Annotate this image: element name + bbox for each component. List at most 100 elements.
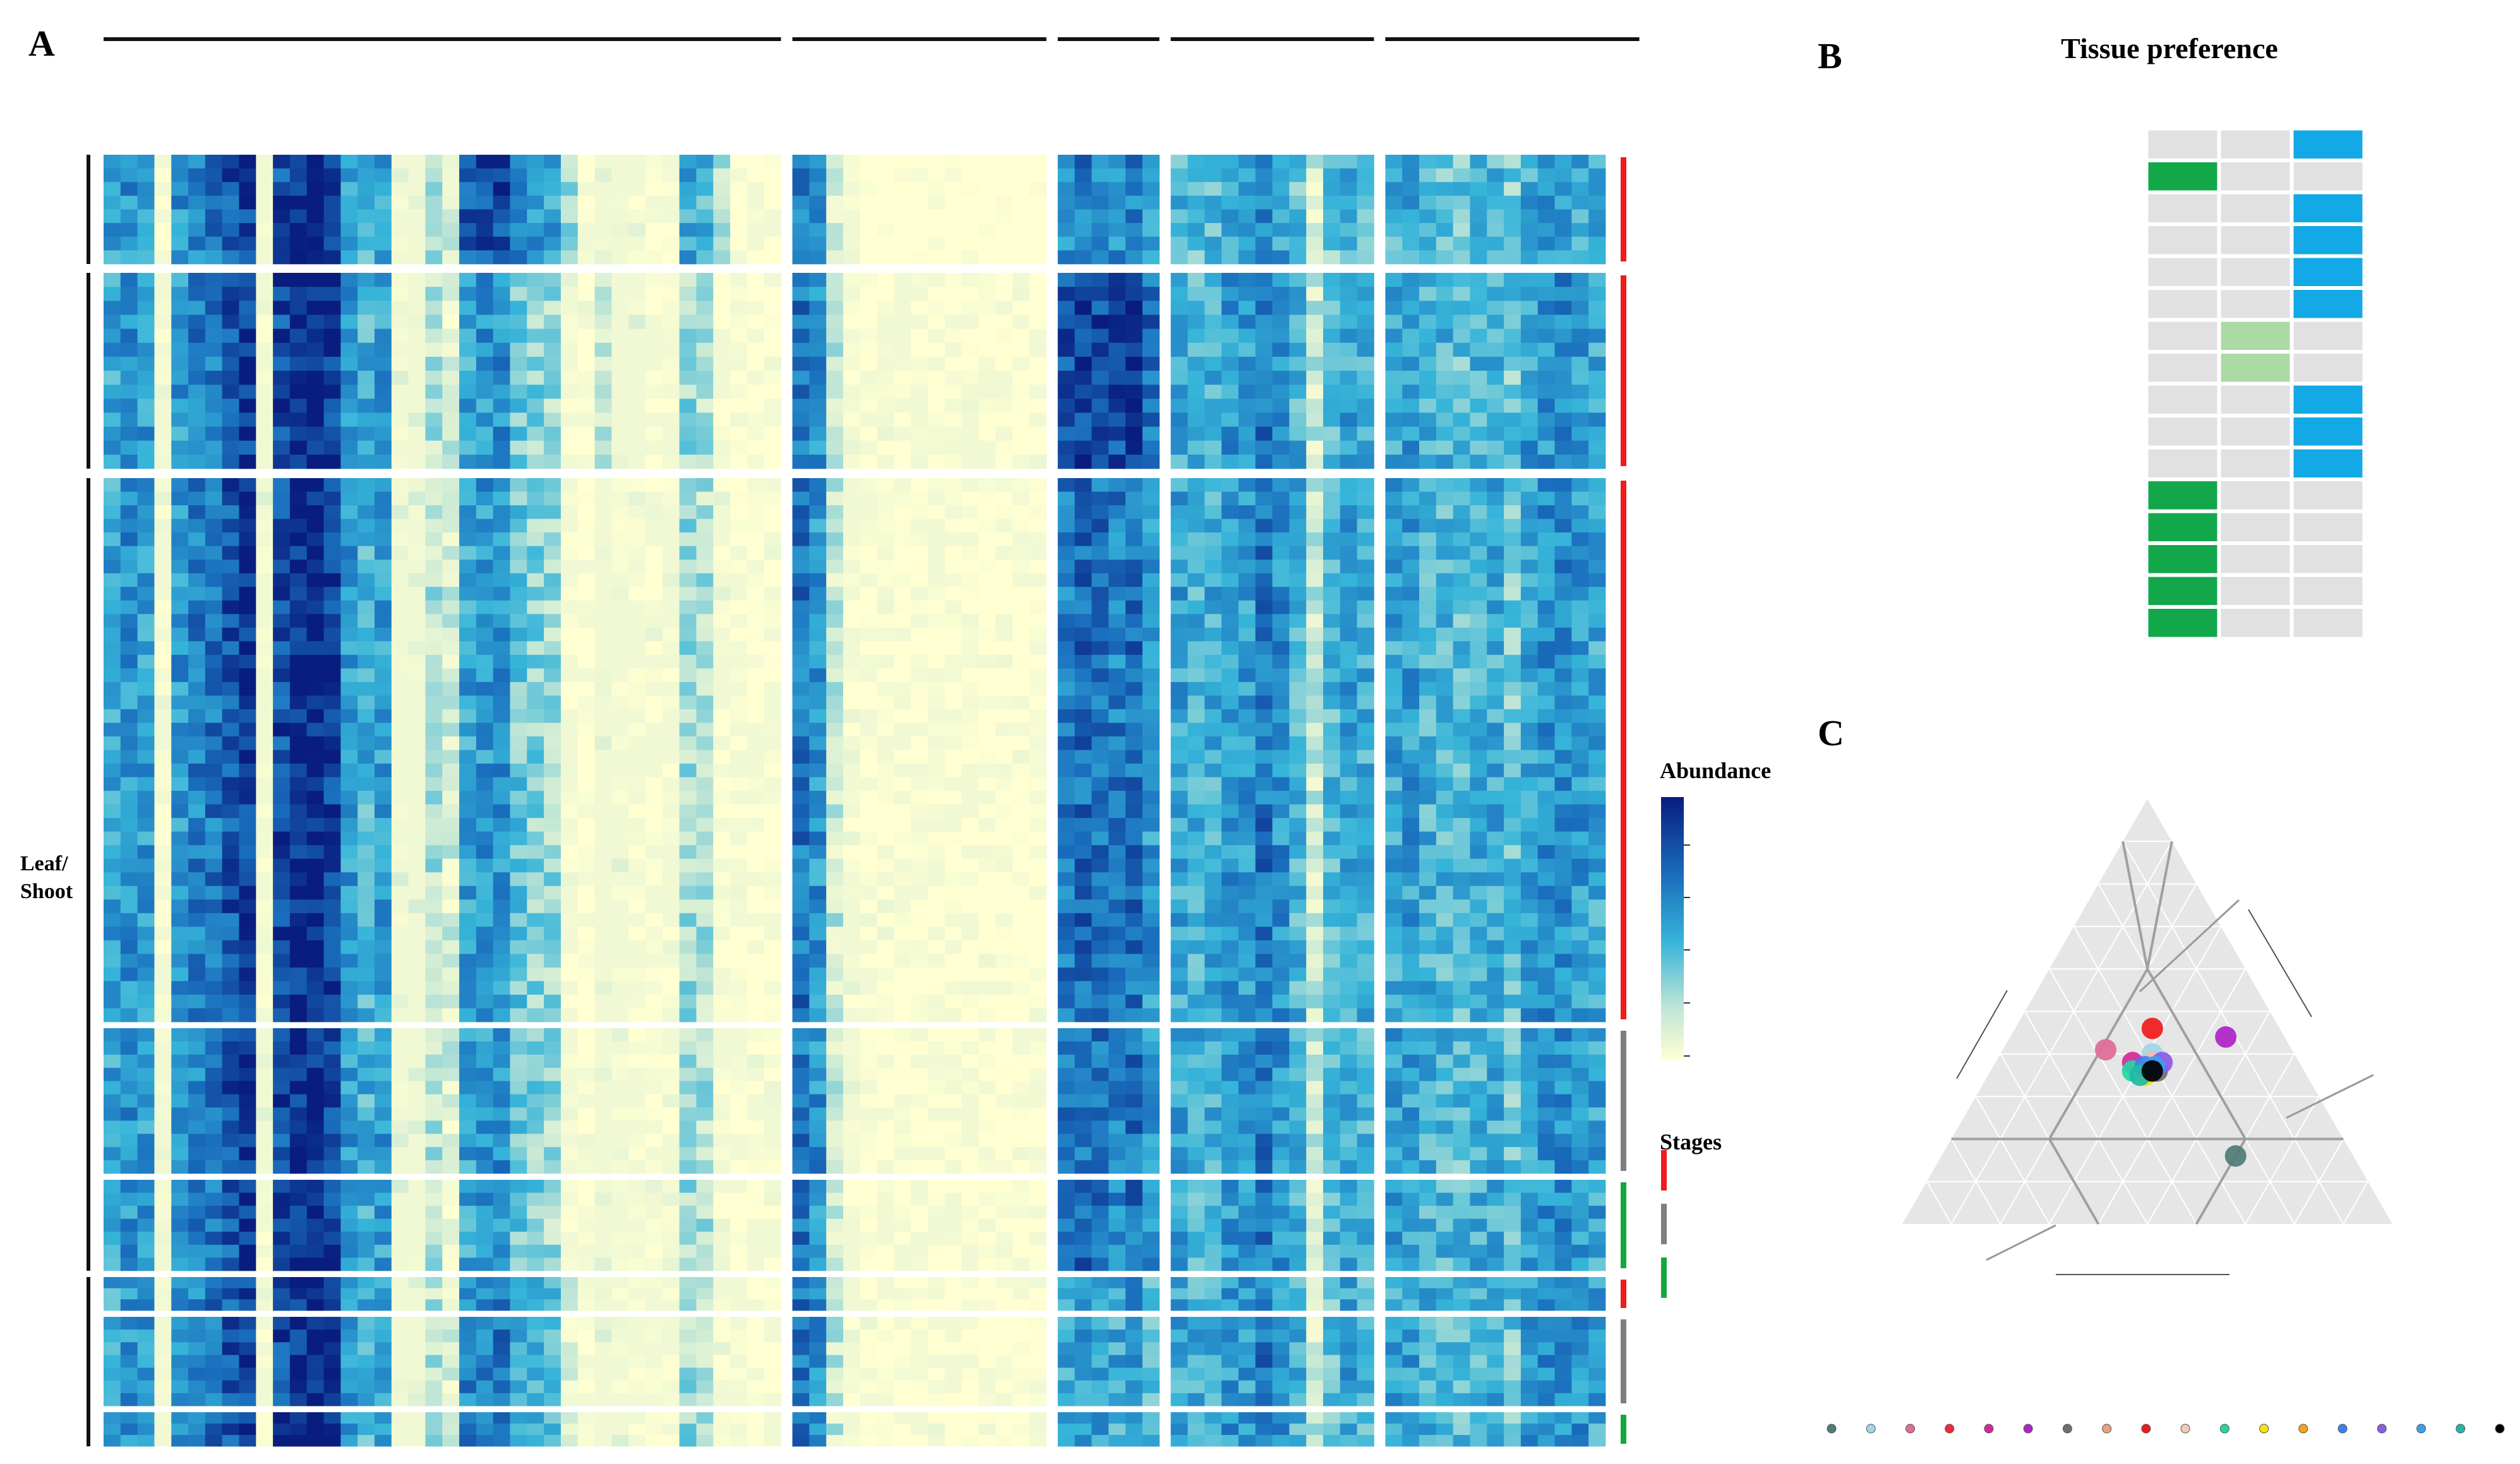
heatmap-cell	[1453, 491, 1470, 506]
heatmap-cell	[476, 491, 494, 506]
heatmap-cell	[273, 301, 291, 315]
heatmap-cell	[425, 600, 443, 615]
heatmap-cell	[425, 750, 443, 764]
heatmap-cell	[1108, 182, 1126, 196]
heatmap-cell	[730, 872, 748, 887]
heatmap-cell	[239, 791, 256, 805]
heatmap-cell	[425, 315, 443, 329]
heatmap-cell	[375, 858, 392, 873]
heatmap-cell	[323, 209, 341, 224]
heatmap-cell	[995, 695, 1013, 710]
heatmap-cell	[1306, 287, 1324, 301]
heatmap-cell	[1504, 913, 1521, 927]
heatmap-cell	[104, 777, 121, 791]
heatmap-cell	[1357, 505, 1374, 519]
heatmap-cell	[944, 872, 963, 887]
heatmap-cell	[560, 791, 579, 805]
heatmap-cell	[877, 573, 894, 587]
heatmap-cell	[911, 273, 928, 287]
heatmap-cell	[205, 940, 223, 954]
heatmap-cell	[1255, 440, 1273, 455]
heatmap-cell	[120, 385, 138, 399]
heatmap-cell	[1504, 614, 1521, 628]
heatmap-cell	[510, 872, 527, 887]
heatmap-cell	[1323, 356, 1341, 371]
heatmap-cell	[1520, 736, 1539, 750]
heatmap-cell	[696, 695, 714, 710]
heatmap-cell	[527, 858, 544, 873]
heatmap-cell	[730, 301, 748, 315]
heatmap-cell	[560, 399, 579, 413]
heatmap-cell	[826, 371, 844, 385]
heatmap-cell	[1436, 940, 1454, 954]
heatmap-cell	[894, 250, 911, 265]
heatmap-cell	[843, 831, 861, 846]
heatmap-cell	[944, 899, 963, 914]
heatmap-cell	[1091, 804, 1109, 819]
heatmap-cell	[510, 940, 527, 954]
heatmap-cell	[577, 532, 595, 547]
heatmap-cell	[120, 491, 138, 506]
heatmap-cell	[493, 600, 510, 615]
heatmap-cell	[239, 913, 256, 927]
heatmap-cell	[289, 858, 308, 873]
heatmap-cell	[1419, 804, 1437, 819]
heatmap-cell	[375, 328, 392, 344]
heatmap-cell	[306, 736, 324, 750]
heatmap-cell	[928, 371, 945, 385]
heatmap-cell	[1108, 454, 1126, 469]
heatmap-cell	[104, 560, 121, 574]
heatmap-cell	[826, 287, 844, 301]
heatmap-cell	[577, 250, 595, 265]
heatmap-cell	[961, 356, 979, 371]
heatmap-cell	[1091, 750, 1109, 764]
heatmap-cell	[1187, 600, 1205, 615]
heatmap-cell	[357, 301, 375, 315]
heatmap-cell	[843, 899, 861, 914]
heatmap-cell	[408, 328, 426, 344]
heatmap-cell	[188, 209, 206, 224]
heatmap-cell	[730, 371, 748, 385]
heatmap-cell	[493, 426, 510, 441]
heatmap-cell	[1588, 399, 1606, 413]
heatmap-cell	[747, 560, 765, 574]
heatmap-cell	[1204, 858, 1222, 873]
heatmap-cell	[1520, 858, 1539, 873]
heatmap-cell	[425, 587, 443, 601]
heatmap-cell	[944, 287, 963, 301]
heatmap-cell	[645, 818, 663, 832]
heatmap-cell	[375, 627, 392, 642]
heatmap-cell	[1487, 301, 1504, 315]
heatmap-cell	[860, 412, 878, 427]
heatmap-cell	[476, 872, 494, 887]
heatmap-cell	[1554, 927, 1572, 941]
heatmap-cell	[154, 371, 172, 385]
heatmap-cell	[1187, 519, 1205, 533]
heatmap-cell	[645, 223, 663, 237]
heatmap-cell	[1571, 371, 1589, 385]
heatmap-cell	[1272, 627, 1290, 642]
heatmap-cell	[944, 614, 963, 628]
heatmap-cell	[1170, 412, 1188, 427]
heatmap-cell	[1142, 412, 1160, 427]
heatmap-cell	[425, 791, 443, 805]
heatmap-cell	[1187, 845, 1205, 860]
heatmap-cell	[809, 627, 827, 642]
heatmap-cell	[1419, 695, 1437, 710]
heatmap-cell	[1091, 195, 1109, 210]
heatmap-cell	[1306, 885, 1324, 900]
heatmap-cell	[527, 723, 544, 737]
heatmap-cell	[877, 818, 894, 832]
heatmap-cell	[256, 168, 273, 183]
heatmap-cell	[713, 287, 731, 301]
heatmap-cell	[442, 478, 460, 492]
heatmap-cell	[1554, 532, 1572, 547]
heatmap-cell	[843, 195, 861, 210]
heatmap-cell	[747, 454, 765, 469]
heatmap-cell	[1385, 940, 1403, 954]
heatmap-cell	[809, 804, 827, 819]
heatmap-cell	[120, 182, 138, 196]
heatmap-cell	[289, 371, 308, 385]
heatmap-cell	[493, 155, 510, 169]
heatmap-cell	[1289, 723, 1307, 737]
